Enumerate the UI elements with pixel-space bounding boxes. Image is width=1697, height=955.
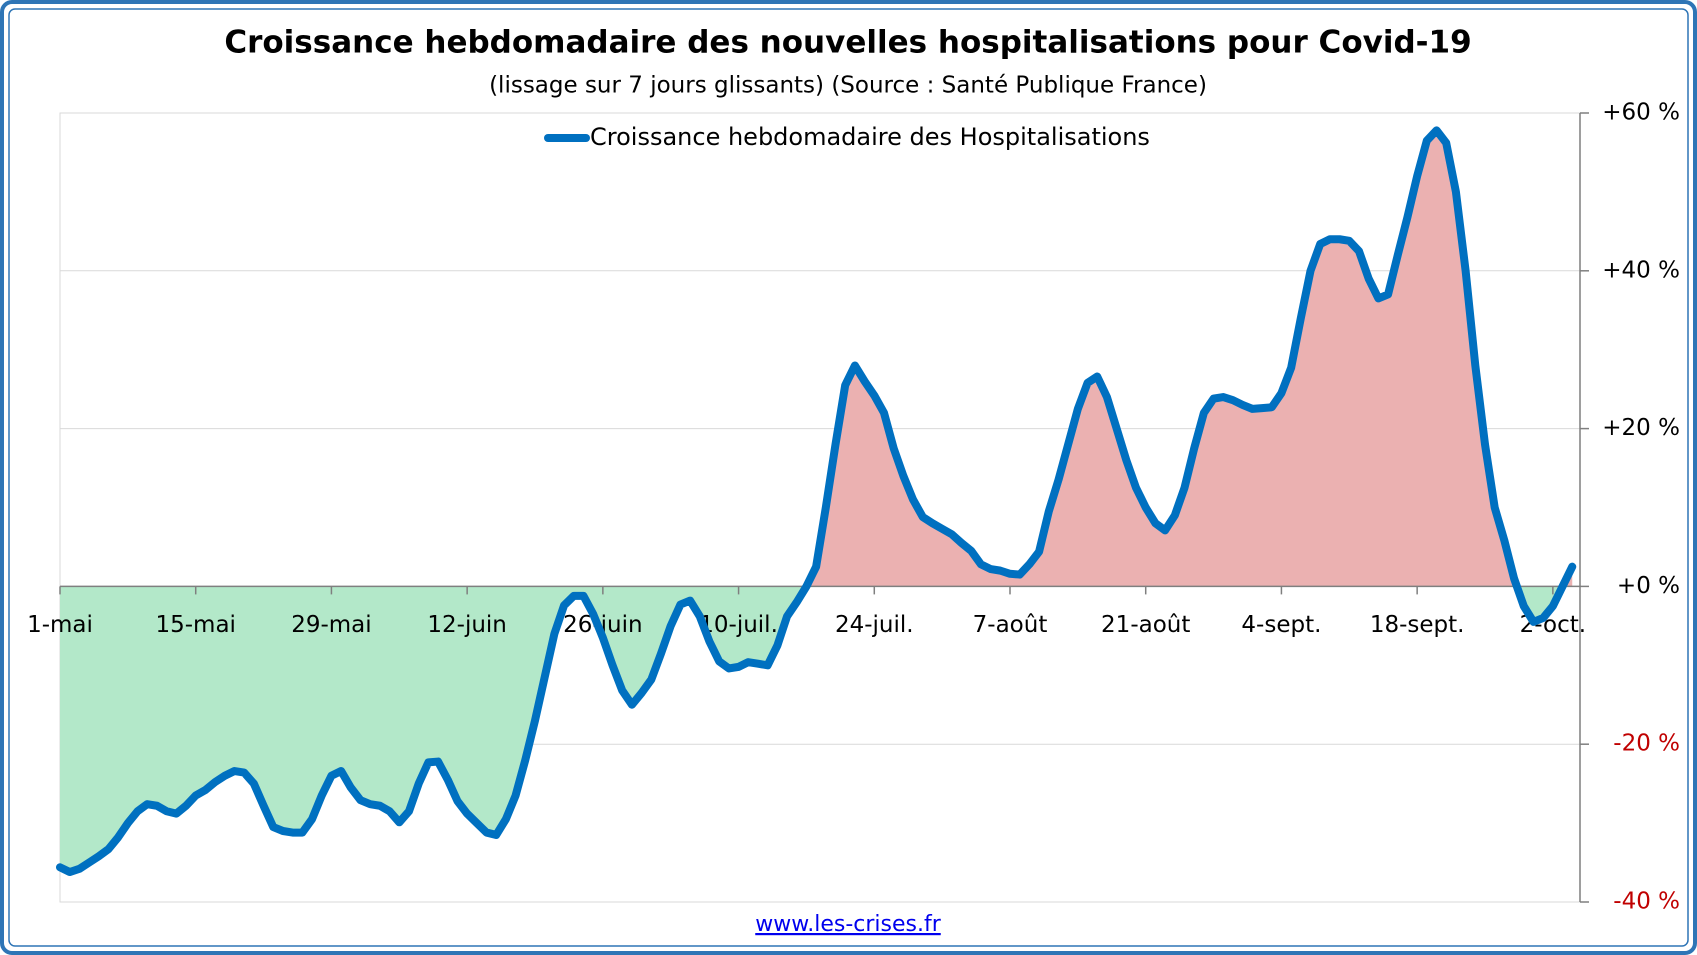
x-tick-label: 1-mai [27,612,93,638]
y-tick-label: +40 % [1602,257,1680,283]
line [56,126,1577,877]
x-tick-label: 21-août [1101,612,1190,638]
inner-frame [8,8,1689,947]
x-tick-label: 29-mai [291,612,371,638]
y-tick-label: -40 % [1613,889,1680,915]
y-tick-label: -20 % [1613,731,1680,757]
x-tick-label: 18-sept. [1370,612,1465,638]
y-tick-label: +60 % [1602,100,1680,126]
x-tick-label: 4-sept. [1241,612,1321,638]
chart-subtitle: (lissage sur 7 jours glissants) (Source … [489,73,1207,99]
area-negative [60,586,1563,873]
x-tick-label: 24-juil. [835,612,914,638]
area-positive [806,130,1573,587]
chart-title: Croissance hebdomadaire des nouvelles ho… [224,25,1471,61]
x-tick-label: 15-mai [155,612,235,638]
x-tick-label: 12-juin [427,612,507,638]
y-tick-label: +20 % [1602,415,1680,441]
x-tick-label: 10-juil. [699,612,778,638]
footer-link[interactable]: www.les-crises.fr [755,912,941,937]
legend-label: Croissance hebdomadaire des Hospitalisat… [590,123,1150,151]
y-tick-label: +0 % [1617,573,1680,599]
x-tick-label: 7-août [973,612,1048,638]
